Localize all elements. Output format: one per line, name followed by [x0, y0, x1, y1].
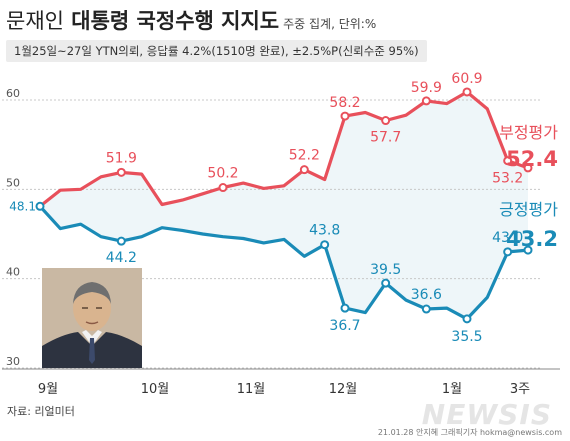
data-label: 39.5 [370, 262, 401, 278]
y-tick-label: 40 [6, 266, 20, 279]
data-point [340, 303, 350, 313]
data-point [116, 167, 126, 177]
data-label: 43.0 [492, 230, 523, 246]
data-label: 60.9 [451, 71, 482, 87]
credit-line: 21.01.28 안지혜 그래픽기자 hokma@newsis.com [377, 428, 562, 437]
title-unit: 주중 집계, 단위:% [283, 17, 377, 31]
legend-positive: 긍정평가 [499, 200, 558, 219]
data-source: 자료: 리얼미터 [7, 405, 75, 418]
data-label: 59.9 [411, 80, 442, 96]
data-point [299, 165, 309, 175]
data-point [503, 247, 513, 257]
data-point [462, 314, 472, 324]
newsis-watermark: NEWSIS [421, 398, 552, 431]
x-tick-label: 3주 [510, 382, 530, 397]
final-value-negative: 52.4 [506, 147, 558, 171]
x-tick-label: 10월 [141, 382, 170, 397]
data-label: 43.8 [309, 223, 340, 239]
x-tick-label: 11월 [237, 382, 266, 397]
data-label: 44.2 [106, 250, 137, 266]
data-point [381, 278, 391, 288]
x-tick-label: 12월 [329, 382, 358, 397]
title-main: 대통령 국정수행 지지도 [71, 9, 280, 33]
data-point [340, 111, 350, 121]
x-tick-label: 1월 [442, 382, 462, 397]
data-label: 36.6 [411, 287, 442, 303]
data-label: 53.2 [492, 171, 523, 187]
data-label: 51.9 [106, 150, 137, 166]
y-tick-label: 50 [6, 176, 20, 189]
data-point [116, 236, 126, 246]
data-label: 50.2 [207, 166, 238, 182]
data-point [462, 87, 472, 97]
data-label: 52.2 [289, 148, 320, 164]
data-label: 48.1 [9, 199, 36, 213]
data-label: 57.7 [370, 130, 401, 146]
data-point [218, 183, 228, 193]
data-point [320, 240, 330, 250]
data-point [503, 156, 513, 166]
survey-info: 1월25일~27일 YTN의뢰, 응답률 4.2%(1510명 완료), ±2.… [6, 40, 427, 62]
start-point [35, 201, 45, 211]
gap-band [40, 92, 528, 319]
final-point [523, 245, 533, 255]
data-label: 35.5 [451, 329, 482, 345]
x-tick-label: 9월 [38, 382, 58, 397]
page-title: 문재인 대통령 국정수행 지지도 주중 집계, 단위:% [6, 5, 376, 35]
title-president: 문재인 [6, 9, 64, 33]
president-portrait [42, 268, 142, 368]
legend-negative: 부정평가 [499, 123, 558, 142]
data-label: 36.7 [329, 318, 360, 334]
final-value-positive: 43.2 [506, 227, 558, 251]
data-label: 58.2 [329, 95, 360, 111]
data-point [381, 116, 391, 126]
data-point [421, 96, 431, 106]
y-tick-label: 30 [6, 355, 20, 368]
final-point [523, 163, 533, 173]
data-point [421, 304, 431, 314]
y-tick-label: 60 [6, 87, 20, 100]
